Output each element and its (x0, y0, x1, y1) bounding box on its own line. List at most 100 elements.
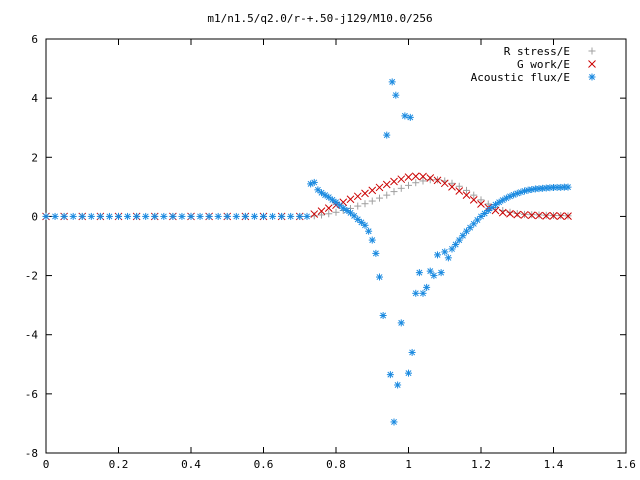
data-point (556, 212, 565, 220)
data-point (124, 212, 132, 220)
data-point (269, 212, 277, 220)
data-point (368, 236, 376, 244)
data-point (433, 176, 442, 185)
data-point (318, 211, 325, 219)
data-point (151, 212, 159, 220)
data-point (404, 173, 413, 181)
data-point (368, 186, 377, 195)
y-tick-label: 2 (31, 151, 38, 164)
data-point (564, 212, 572, 220)
data-point (434, 251, 441, 259)
data-point (376, 194, 383, 202)
legend-label: Acoustic flux/E (471, 71, 570, 84)
data-point (423, 283, 431, 291)
data-point (376, 273, 383, 281)
data-point (419, 177, 427, 185)
data-point (448, 245, 456, 253)
y-tick-label: 4 (31, 92, 38, 105)
data-point (397, 319, 405, 327)
data-point (383, 191, 391, 199)
data-point (205, 212, 213, 220)
data-point (368, 197, 376, 205)
data-point (499, 196, 507, 204)
data-point (310, 210, 319, 218)
data-point (60, 212, 68, 220)
data-point (392, 91, 400, 99)
data-point (241, 212, 249, 220)
data-point (390, 188, 398, 196)
data-point (470, 191, 478, 199)
data-point (314, 186, 322, 194)
x-tick-label: 1.4 (544, 458, 564, 471)
data-point (415, 269, 423, 277)
data-point (419, 172, 427, 181)
data-point (469, 196, 478, 204)
data-point (419, 289, 427, 297)
data-point (513, 209, 521, 217)
data-point (448, 183, 456, 191)
x-tick-label: 1.6 (616, 458, 636, 471)
data-point (484, 200, 492, 208)
data-point (397, 175, 406, 184)
x-tick-label: 0 (43, 458, 50, 471)
data-point (328, 196, 336, 204)
data-point (87, 212, 95, 220)
legend-marker (588, 47, 596, 55)
data-point (520, 211, 529, 219)
data-point (535, 211, 543, 220)
y-tick-label: 0 (31, 210, 38, 223)
data-point (517, 188, 525, 196)
y-tick-label: -2 (25, 270, 38, 283)
data-point (542, 211, 551, 220)
data-point (214, 212, 222, 220)
legend-label: R stress/E (504, 45, 570, 58)
data-point (459, 232, 467, 240)
data-point (506, 209, 514, 218)
legend-label: G work/E (517, 58, 570, 71)
axis-ticks: 0 0.2 0.4 0.6 0.8 1 1.2 1.4 1.6 -8 -6 -4 -2 0 2 4 6 (25, 33, 636, 471)
data-point (390, 177, 398, 186)
data-point (382, 180, 391, 189)
data-point (321, 191, 329, 199)
data-point (343, 207, 351, 215)
data-point (250, 212, 258, 220)
data-point (463, 227, 470, 235)
data-point (346, 195, 355, 204)
data-point (437, 269, 445, 277)
data-point (339, 204, 347, 212)
data-point (78, 212, 86, 220)
data-point (303, 212, 311, 220)
data-point (448, 179, 456, 187)
data-point (325, 210, 333, 218)
data-point (353, 192, 362, 201)
data-point (412, 289, 420, 297)
data-point (388, 78, 396, 86)
data-point (187, 212, 195, 220)
data-point (406, 113, 414, 121)
data-point (440, 179, 449, 188)
data-point (430, 272, 438, 280)
data-point (455, 187, 464, 195)
data-point (196, 212, 204, 220)
data-point (372, 249, 380, 257)
x-tick-label: 0.8 (326, 458, 346, 471)
data-point (455, 236, 463, 244)
data-point (310, 178, 318, 186)
data-point (278, 212, 286, 220)
data-point (361, 200, 369, 208)
x-tick-label: 1 (405, 458, 412, 471)
data-point (223, 212, 231, 220)
data-point (354, 202, 362, 210)
data-point (365, 227, 373, 235)
data-point (394, 381, 402, 389)
data-point (325, 193, 333, 201)
data-point (444, 254, 452, 262)
data-point (405, 181, 412, 189)
data-point (296, 212, 304, 220)
data-point (324, 204, 333, 213)
data-point (375, 183, 384, 192)
data-point (42, 212, 50, 220)
chart-title: m1/n1.5/q2.0/r-+.50-j129/M10.0/256 (207, 12, 432, 25)
data-point (549, 211, 558, 220)
